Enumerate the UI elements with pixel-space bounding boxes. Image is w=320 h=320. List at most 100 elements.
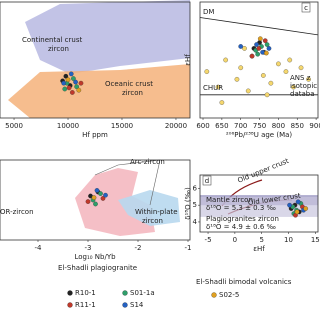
point	[100, 196, 106, 201]
plot-frame	[199, 1, 319, 119]
point	[306, 76, 311, 82]
x-tick-label: 850	[291, 122, 304, 130]
x-tick-label: 10	[284, 236, 293, 244]
point	[98, 191, 103, 196]
legend-swatch	[67, 302, 73, 308]
legend-swatch	[122, 302, 128, 308]
point	[283, 69, 289, 74]
point	[257, 36, 263, 42]
point	[219, 100, 225, 105]
annotation: zircon	[142, 217, 163, 225]
x-tick-label: 600	[196, 122, 209, 130]
point	[295, 199, 301, 205]
annotation: DM	[203, 8, 214, 16]
point	[262, 38, 268, 44]
point	[66, 85, 72, 91]
arc-outline	[94, 159, 161, 206]
point	[260, 49, 265, 55]
point	[85, 199, 91, 204]
x-tick-label: 800	[272, 122, 285, 130]
within-plate-region	[118, 190, 180, 226]
y-axis-label: δ¹⁸O (‰)	[184, 187, 192, 220]
point	[103, 192, 108, 198]
point	[61, 80, 67, 86]
x-tick-label: 0	[233, 236, 237, 244]
x-tick-label: 700	[234, 122, 247, 130]
point	[69, 90, 75, 95]
point	[74, 84, 79, 90]
point	[242, 46, 247, 51]
point	[234, 76, 240, 82]
plot-frame	[199, 174, 319, 233]
point	[264, 50, 269, 56]
point	[238, 65, 244, 71]
point	[287, 57, 293, 63]
x-tick-label: 650	[215, 122, 228, 130]
annotation: Old upper crust	[237, 157, 291, 185]
point	[65, 77, 71, 83]
continental-region	[25, 0, 190, 74]
legend-label: R11-1	[75, 301, 96, 309]
band	[200, 196, 318, 217]
reference-line	[199, 17, 319, 36]
x-axis-label: ²⁰⁶Pb/²³⁸U age (Ma)	[226, 131, 293, 139]
x-tick-label: 10000	[57, 122, 79, 130]
point	[93, 201, 98, 207]
point	[266, 46, 272, 51]
legend-label: S01-1a	[130, 289, 155, 297]
x-tick-label: 5	[259, 236, 263, 244]
y-axis-label: εHf	[184, 54, 192, 66]
x-axis-label: Hf ppm	[82, 131, 108, 139]
point	[256, 46, 262, 51]
point	[245, 88, 251, 94]
point	[264, 92, 270, 98]
point	[94, 188, 100, 193]
annotation: OR-zircon	[0, 208, 34, 216]
point	[276, 61, 281, 67]
legend-swatch	[67, 290, 73, 296]
legend-label: R10-1	[75, 289, 96, 297]
x-tick-label: 900	[309, 122, 320, 130]
y-tick-label: 4	[193, 218, 198, 226]
legend-title: El-Shadli plagiogranite	[58, 264, 137, 272]
x-tick-label: -4	[35, 244, 43, 252]
legend-swatch	[122, 290, 128, 296]
x-tick-label: 15000	[111, 122, 133, 130]
point	[287, 202, 292, 208]
x-axis-label: εHf	[253, 245, 265, 253]
legend-swatch	[211, 292, 217, 298]
annotation: databa	[290, 90, 315, 98]
panel-label-box	[301, 2, 311, 13]
legend-title: El-Shadli bimodal volcanics	[196, 278, 292, 286]
point	[303, 206, 309, 211]
point	[68, 71, 74, 77]
x-tick-label: -5	[205, 236, 212, 244]
point	[298, 65, 304, 71]
annotation: zircon	[122, 89, 143, 97]
point	[215, 84, 221, 90]
panel-label-box	[202, 175, 212, 186]
annotation: Plagiogranites zircon	[206, 215, 279, 223]
annotation: isotopic	[290, 82, 317, 90]
legend-label: S14	[130, 301, 144, 309]
x-tick-label: 15	[311, 236, 320, 244]
plot-frame	[0, 1, 191, 119]
plot-frame	[0, 159, 191, 241]
y-tick-label: 5	[193, 201, 197, 209]
point	[76, 87, 82, 93]
annotation: ANS z	[290, 74, 311, 82]
point	[264, 42, 270, 47]
annotation: zircon	[48, 45, 69, 53]
y-tick-label: 6	[193, 184, 198, 192]
x-axis-label: Log₁₀ Nb/Yb	[74, 253, 116, 261]
x-tick-label: -1	[185, 244, 192, 252]
panel-label: d	[205, 177, 209, 185]
annotation: δ¹⁸O = 4.9 ± 0.6 ‰	[206, 223, 277, 231]
point	[63, 73, 69, 79]
x-tick-label: 5000	[5, 122, 23, 130]
annotation: CHUR	[203, 84, 223, 92]
x-tick-label: -2	[135, 244, 142, 252]
panel-label: c	[304, 4, 308, 12]
point	[249, 53, 255, 59]
annotation: Within-plate	[135, 208, 178, 216]
